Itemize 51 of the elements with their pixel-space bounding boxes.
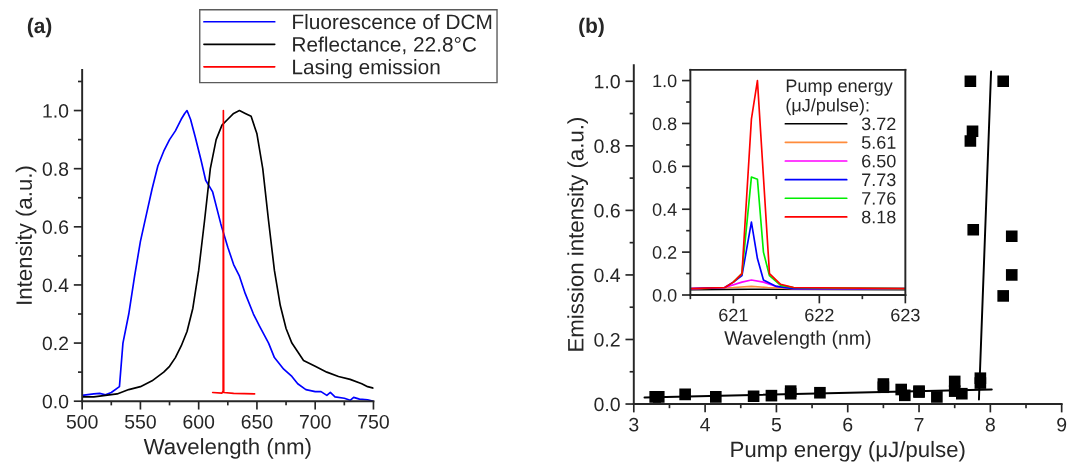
- legend-label: 8.18: [861, 210, 896, 224]
- x-axis-title: Wavelength (nm): [143, 438, 311, 459]
- y-tick-label: 0.4: [652, 203, 677, 216]
- x-tick-label: 622: [805, 308, 834, 322]
- legend-label: 5.61: [861, 136, 896, 149]
- y-tick-label: 0.8: [594, 139, 620, 154]
- x-tick-label: 600: [183, 414, 215, 429]
- y-tick-label: 0.4: [42, 278, 69, 293]
- x-tick-label: 4: [700, 417, 710, 432]
- x-tick-label: 623: [891, 308, 920, 322]
- x-tick-label: 621: [719, 308, 748, 322]
- x-tick-label: 6: [843, 417, 853, 432]
- legend-label: 6.50: [862, 154, 896, 168]
- legend-title: Pump energy (μJ/pulse):: [786, 79, 893, 116]
- y-tick-label: 0.0: [594, 397, 620, 412]
- x-tick-label: 5: [771, 417, 782, 432]
- y-axis-title: Emission intensity (a.u.): [567, 118, 589, 351]
- y-tick-label: 0.0: [42, 394, 69, 409]
- chart-title: (b): [579, 17, 604, 38]
- y-tick-label: 0.6: [42, 220, 69, 235]
- legend-label: Reflectance, 22.8°C: [293, 36, 477, 55]
- x-tick-label: 3: [629, 417, 639, 432]
- y-tick-label: 0.2: [594, 332, 620, 347]
- legend-label: 7.73: [862, 173, 896, 187]
- x-tick-label: 9: [1057, 417, 1067, 432]
- y-tick-label: 0.6: [652, 160, 677, 174]
- x-tick-label: 650: [241, 414, 273, 429]
- y-tick-label: 0.8: [652, 117, 677, 131]
- x-tick-label: 8: [985, 417, 995, 432]
- y-tick-label: 0.8: [42, 162, 69, 176]
- x-axis-title: Wavelength (nm): [724, 330, 871, 349]
- legend-label: 7.76: [862, 191, 896, 205]
- y-tick-label: 0.4: [594, 268, 621, 283]
- y-tick-label: 0.0: [652, 288, 677, 302]
- legend-label: Fluorescence of DCM: [293, 13, 492, 30]
- y-tick-label: 0.6: [594, 203, 620, 218]
- y-tick-label: 1.0: [595, 74, 620, 89]
- chart-title: (a): [27, 17, 52, 38]
- x-tick-label: 700: [299, 414, 331, 429]
- y-tick-label: 0.2: [42, 336, 68, 351]
- y-axis-title: Intensity (a.u.): [15, 166, 37, 304]
- legend-label: 3.72: [861, 117, 896, 131]
- y-tick-label: 1.0: [43, 104, 69, 118]
- legend-label: Lasing emission: [293, 59, 440, 79]
- x-tick-label: 550: [124, 414, 156, 429]
- x-axis-title: Pump energy (μJ/pulse): [731, 440, 965, 462]
- y-tick-label: 0.2: [652, 246, 677, 259]
- x-tick-label: 7: [914, 417, 924, 432]
- x-tick-label: 750: [358, 414, 389, 429]
- x-tick-label: 500: [66, 414, 98, 429]
- y-tick-label: 1.0: [653, 74, 677, 88]
